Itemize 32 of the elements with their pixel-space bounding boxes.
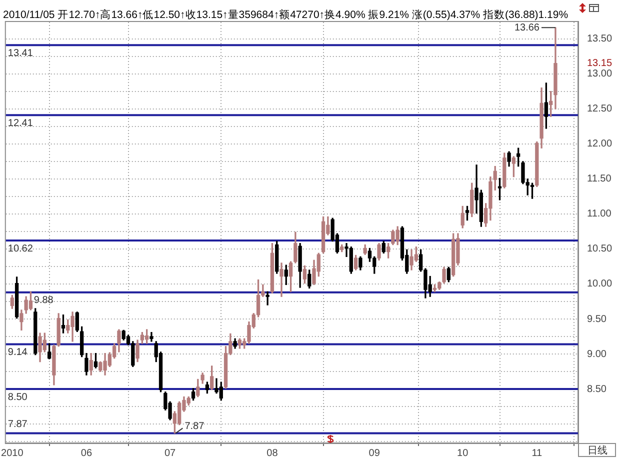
ref-line-label: 12.41 xyxy=(8,118,34,129)
y-tick-label: 9.00 xyxy=(587,348,607,360)
ref-line-label: 13.41 xyxy=(8,48,34,59)
y-tick-label: 13.00 xyxy=(587,68,612,80)
annotation: 7.87 xyxy=(184,420,205,432)
x-tick-label: 11 xyxy=(532,448,543,458)
y-tick-label: 13.50 xyxy=(587,34,612,45)
x-tick-label: 09 xyxy=(368,448,380,458)
x-tick-label: 08 xyxy=(266,448,278,458)
y-tick-label: 12.00 xyxy=(587,138,612,150)
x-tick-label: 2010 xyxy=(1,448,24,458)
chart-title: 2010/11/05 开12.70↑高13.66↑低12.50↑收13.15↑量359684↑额47270↑换4.90% 振9.21% 涨(0.55)4.37% 指数(36.88)1.19% xyxy=(3,8,568,21)
text: 日线 xyxy=(588,444,608,456)
ref-line-label: 10.62 xyxy=(8,243,34,254)
x-tick-label: 06 xyxy=(80,448,92,458)
y-tick-label: 11.00 xyxy=(587,208,612,220)
y-tick-label: 9.50 xyxy=(587,314,607,325)
ref-line-label: 7.87 xyxy=(8,418,28,430)
text: 13.15 xyxy=(587,58,612,70)
annotation: 13.66 xyxy=(514,22,540,34)
x-tick-label: 10 xyxy=(457,448,469,458)
candlestick xyxy=(280,262,284,297)
y-tick-label: 8.50 xyxy=(587,384,607,395)
candlestick xyxy=(266,291,270,306)
x-tick-label: 07 xyxy=(164,448,176,458)
ref-line-label: 8.50 xyxy=(8,392,28,403)
y-tick-label: 10.00 xyxy=(587,278,612,290)
y-tick-label: 12.50 xyxy=(587,104,612,115)
ref-line-label: 9.14 xyxy=(8,346,28,358)
y-tick-label: 10.50 xyxy=(587,244,612,255)
ref-line-label: 9.88 xyxy=(34,295,54,306)
y-tick-label: 11.50 xyxy=(587,174,612,185)
